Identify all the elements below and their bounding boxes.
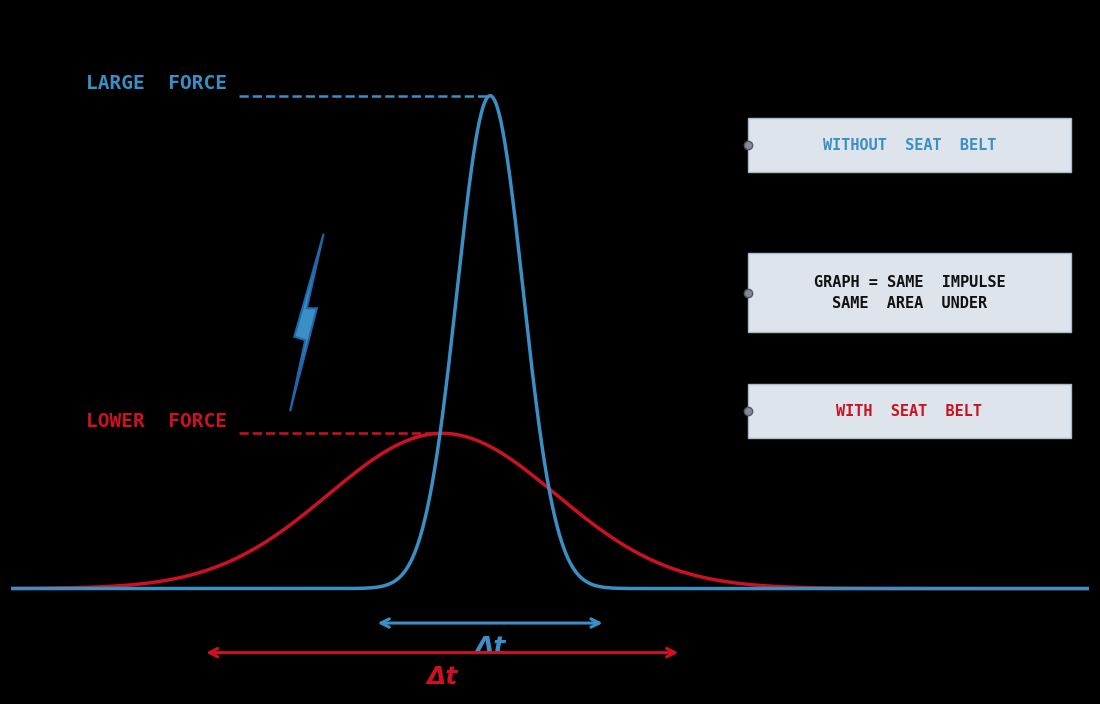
Text: Δt: Δt <box>474 635 506 660</box>
FancyBboxPatch shape <box>748 118 1071 172</box>
FancyBboxPatch shape <box>748 384 1071 438</box>
Text: SAME  AREA  UNDER: SAME AREA UNDER <box>832 296 987 311</box>
Polygon shape <box>290 234 323 411</box>
Text: LARGE  FORCE: LARGE FORCE <box>86 75 227 93</box>
Text: GRAPH = SAME  IMPULSE: GRAPH = SAME IMPULSE <box>814 275 1005 290</box>
FancyBboxPatch shape <box>748 253 1071 332</box>
Text: WITHOUT  SEAT  BELT: WITHOUT SEAT BELT <box>823 137 996 153</box>
Text: Δt: Δt <box>427 665 458 689</box>
Text: WITH  SEAT  BELT: WITH SEAT BELT <box>836 403 982 419</box>
Text: LOWER  FORCE: LOWER FORCE <box>86 412 227 431</box>
